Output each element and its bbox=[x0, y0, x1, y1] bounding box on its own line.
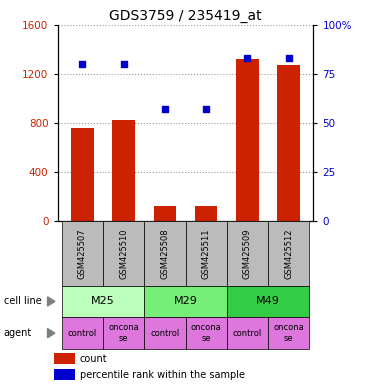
Point bbox=[203, 106, 209, 112]
Bar bbox=[62, 221, 103, 286]
Point bbox=[162, 106, 168, 112]
Text: oncona
se: oncona se bbox=[191, 323, 221, 343]
Bar bbox=[112, 121, 135, 221]
Bar bbox=[144, 221, 186, 286]
Bar bbox=[227, 317, 268, 349]
Point bbox=[286, 55, 292, 61]
Bar bbox=[103, 221, 144, 286]
Point bbox=[79, 61, 85, 67]
Bar bbox=[154, 206, 176, 221]
Text: control: control bbox=[233, 329, 262, 338]
Bar bbox=[62, 317, 103, 349]
Bar bbox=[278, 65, 300, 221]
Bar bbox=[268, 317, 309, 349]
Bar bbox=[227, 286, 309, 317]
Bar bbox=[268, 221, 309, 286]
Point bbox=[121, 61, 127, 67]
Text: control: control bbox=[150, 329, 180, 338]
Bar bbox=[62, 286, 144, 317]
Bar bbox=[144, 317, 186, 349]
Text: M29: M29 bbox=[174, 296, 197, 306]
Text: GSM425510: GSM425510 bbox=[119, 228, 128, 279]
Bar bbox=[227, 221, 268, 286]
Text: M49: M49 bbox=[256, 296, 280, 306]
Text: percentile rank within the sample: percentile rank within the sample bbox=[80, 370, 245, 380]
Text: GSM425508: GSM425508 bbox=[160, 228, 169, 279]
Text: oncona
se: oncona se bbox=[273, 323, 304, 343]
Text: M25: M25 bbox=[91, 296, 115, 306]
Text: cell line: cell line bbox=[4, 296, 42, 306]
Bar bbox=[54, 369, 75, 381]
Text: agent: agent bbox=[4, 328, 32, 338]
Bar bbox=[54, 353, 75, 364]
Text: GSM425507: GSM425507 bbox=[78, 228, 87, 279]
Bar bbox=[144, 286, 227, 317]
Text: count: count bbox=[80, 354, 107, 364]
Text: GSM425512: GSM425512 bbox=[284, 228, 293, 279]
Bar bbox=[236, 59, 259, 221]
Title: GDS3759 / 235419_at: GDS3759 / 235419_at bbox=[109, 8, 262, 23]
Text: GSM425509: GSM425509 bbox=[243, 228, 252, 279]
Point bbox=[244, 55, 250, 61]
Bar bbox=[195, 206, 217, 221]
Text: control: control bbox=[68, 329, 97, 338]
Bar bbox=[103, 317, 144, 349]
Text: oncona
se: oncona se bbox=[108, 323, 139, 343]
Bar bbox=[186, 317, 227, 349]
Bar bbox=[71, 128, 93, 221]
Bar bbox=[186, 221, 227, 286]
Text: GSM425511: GSM425511 bbox=[202, 228, 211, 279]
